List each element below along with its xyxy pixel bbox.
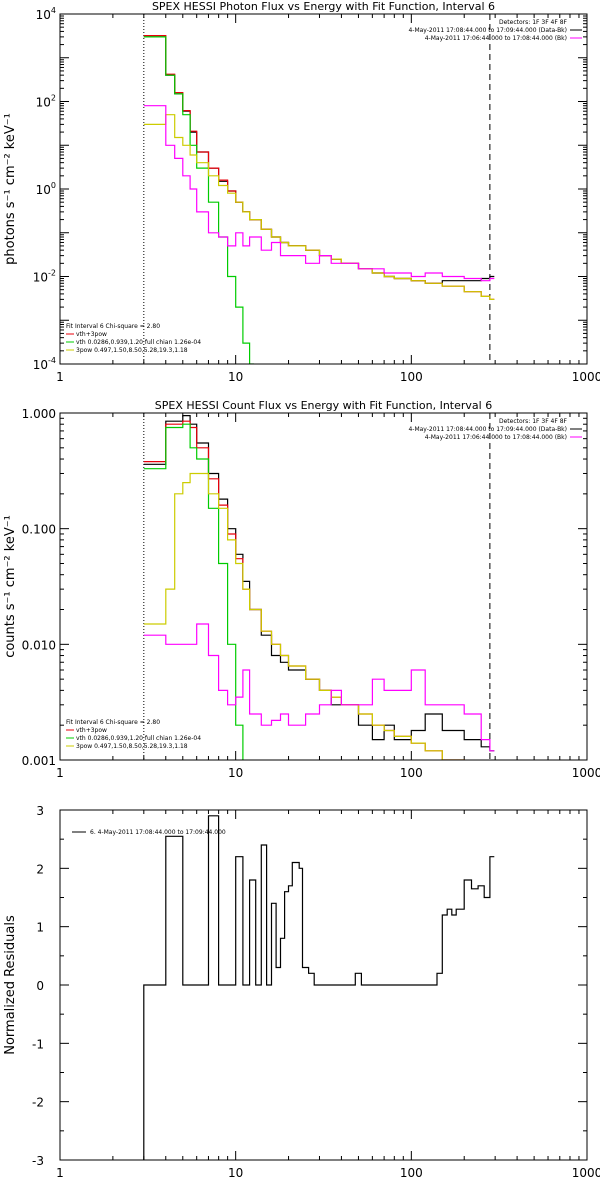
plot-area [143,35,495,364]
series-line-3 [143,36,254,364]
plot-frame [59,13,588,365]
legend-text: vth 0.0286,0.939,1.20 full chian 1.26e-0… [76,735,201,742]
x-tick-label: 1 [56,370,64,384]
y-tick-label: 1 [36,921,44,935]
series-line-4 [143,114,495,300]
y-tick-label: -1 [32,1037,44,1051]
x-tick-label: 1000 [572,370,600,384]
y-tick-label: 0.001 [22,754,56,768]
legend-text: vth 0.0286,0.939,1.20 full chian 1.26e-0… [76,339,201,346]
series-line-3 [143,423,244,760]
plot-frame [59,412,588,761]
legend-bottom-left: Fit Interval 6 Chi-square = 2.80vth+3pow… [66,719,201,750]
y-tick-label: 0.010 [22,638,56,652]
y-tick-label: 10-2 [33,269,56,285]
y-tick-label: -3 [32,1154,44,1168]
chart-panel-3: Normalized Residuals 1 10 100 1000 -3 -2 -1 0 1 2 3… [3,804,600,1180]
legend-top-right: Detectors: 1F 3F 4F 8F4-May-2011 17:08:4… [408,19,582,42]
y-tick-label: 0.100 [22,523,56,537]
y-tick-label: 100 [36,181,56,197]
x-tick-label: 10 [228,370,243,384]
legend-text: Fit Interval 6 Chi-square = 2.80 [66,323,160,330]
legend-text: Fit Interval 6 Chi-square = 2.80 [66,719,160,726]
y-tick-label: 10-4 [33,356,56,372]
x-tick-label: 1000 [572,1166,600,1180]
series-line-4 [143,472,465,760]
series-line-5 [143,623,495,752]
legend-text: 4-May-2011 17:08:44.000 to 17:09:44.000 … [408,27,567,34]
y-tick-label: 0 [36,979,44,993]
legend-text: 4-May-2011 17:06:44.000 to 17:08:44.000 … [425,35,567,42]
chart-panel-1: SPEX HESSI Photon Flux vs Energy with Fi… [3,0,600,384]
x-tick-label: 100 [400,766,423,780]
y-tick-label: 104 [36,6,56,22]
x-tick-label: 1 [56,766,64,780]
x-tick-label: 100 [400,370,423,384]
y-tick-label: 2 [36,862,44,876]
plot-area [143,815,495,1160]
legend: 6. 4-May-2011 17:08:44.000 to 17:09:44.0… [72,829,226,836]
y-axis-label: Normalized Residuals [3,915,18,1055]
x-tick-label: 10 [228,766,243,780]
legend-text: Detectors: 1F 3F 4F 8F [499,418,568,425]
legend-text: 3pow 0.497,1.50,8.50,5.28,19.3,1.18 [76,347,188,354]
legend-text: vth+3pow [76,331,107,338]
chart-title: SPEX HESSI Photon Flux vs Energy with Fi… [152,0,495,13]
x-tick-label: 1000 [572,766,600,780]
series-line-5 [143,105,495,282]
legend-text: vth+3pow [76,727,107,734]
x-tick-label: 1 [56,1166,64,1180]
plot-frame [59,809,588,1161]
series-line-1 [143,815,495,1160]
legend-text: 3pow 0.497,1.50,8.50,5.28,19.3,1.18 [76,743,188,750]
legend-top-right: Detectors: 1F 3F 4F 8F4-May-2011 17:08:4… [408,418,582,441]
chart-panel-2: SPEX HESSI Count Flux vs Energy with Fit… [3,399,600,780]
series-line-1 [143,415,495,752]
y-tick-label: -2 [32,1096,44,1110]
y-tick-label: 1.000 [22,407,56,421]
legend-text: 4-May-2011 17:06:44.000 to 17:08:44.000 … [425,434,567,441]
legend-text: 4-May-2011 17:08:44.000 to 17:09:44.000 … [408,426,567,433]
y-tick-label: 3 [36,804,44,818]
legend-text: Detectors: 1F 3F 4F 8F [499,19,568,26]
x-tick-label: 10 [228,1166,243,1180]
y-axis-label: counts s⁻¹ cm⁻² keV⁻¹ [3,515,18,658]
plot-area [143,415,495,760]
x-tick-label: 100 [400,1166,423,1180]
y-tick-label: 102 [36,94,56,110]
chart-title: SPEX HESSI Count Flux vs Energy with Fit… [155,399,492,412]
legend-text: 6. 4-May-2011 17:08:44.000 to 17:09:44.0… [90,829,226,836]
legend-bottom-left: Fit Interval 6 Chi-square = 2.80vth+3pow… [66,323,201,354]
y-axis-label: photons s⁻¹ cm⁻² keV⁻¹ [3,113,18,265]
